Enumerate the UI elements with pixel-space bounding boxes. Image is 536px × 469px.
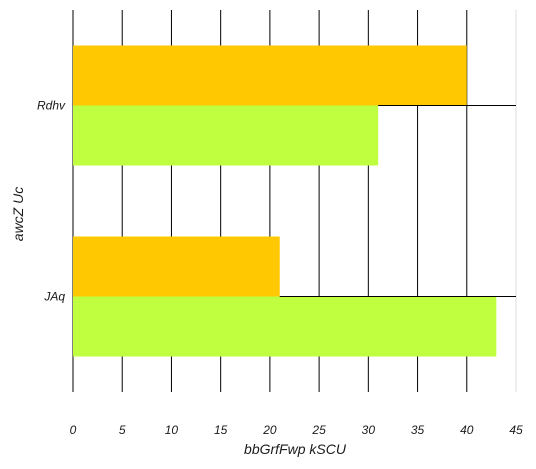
x-tick-label: 45 [509, 423, 523, 437]
x-tick-label: 20 [262, 423, 277, 437]
bar-jaq-series-1 [73, 236, 280, 297]
x-tick-label: 30 [362, 423, 376, 437]
x-tick-label: 10 [165, 423, 179, 437]
y-tick-label: Rdhv [37, 99, 66, 113]
bar-connector-lines [279, 105, 516, 297]
y-tick-label: JAq [43, 290, 65, 304]
y-axis-ticks: Rdhv JAq [37, 99, 66, 304]
x-tick-label: 35 [411, 423, 425, 437]
x-tick-label: 15 [214, 423, 228, 437]
x-tick-label: 40 [460, 423, 474, 437]
bar-jaq-series-2 [73, 296, 497, 357]
x-tick-label: 0 [70, 423, 77, 437]
x-tick-label: 5 [119, 423, 126, 437]
x-axis-title: bbGrfFwp kSCU [244, 441, 347, 457]
bars [73, 45, 497, 357]
x-tick-label: 25 [311, 423, 326, 437]
x-axis-ticks: 0 5 10 15 20 25 30 35 40 45 [70, 423, 523, 437]
y-axis-title: awcZ Uc [10, 187, 26, 241]
bar-rdhv-series-2 [73, 105, 379, 166]
bar-rdhv-series-1 [73, 45, 467, 106]
